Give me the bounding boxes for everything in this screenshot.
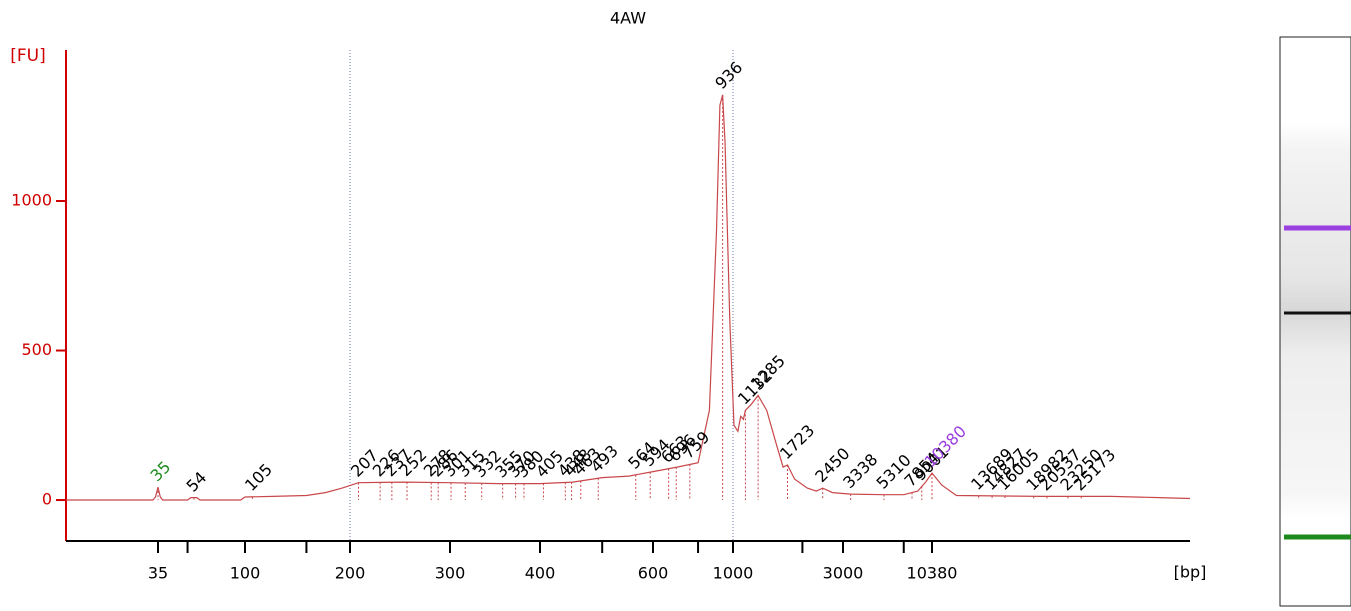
x-tick-label: 10380 — [907, 564, 958, 583]
trace — [66, 94, 1191, 501]
gel-lane — [1279, 36, 1351, 607]
peak-label: 105 — [241, 460, 276, 495]
peak-label: 54 — [183, 468, 211, 496]
y-tick-label: 1000 — [11, 191, 52, 210]
y-tick-label: 500 — [21, 340, 52, 359]
x-axis-label: [bp] — [1174, 563, 1207, 582]
x-tick-label: 200 — [335, 564, 366, 583]
peak-label: 10380 — [921, 422, 970, 471]
y-tick-label: 0 — [42, 490, 52, 509]
x-tick-label: 100 — [230, 564, 261, 583]
x-tick-label: 300 — [435, 564, 466, 583]
x-tick-label: 400 — [525, 564, 556, 583]
x-tick-label: 3000 — [823, 564, 864, 583]
chart-title: 4AW — [610, 9, 646, 28]
peak-label: 1723 — [776, 421, 818, 463]
gel-band — [1284, 534, 1351, 540]
gel-band — [1284, 225, 1351, 231]
peak-label: 35 — [147, 457, 175, 485]
gel-band — [1284, 311, 1351, 315]
x-tick-label: 1000 — [713, 564, 754, 583]
peak-label: 936 — [711, 58, 746, 93]
x-tick-label: 600 — [638, 564, 669, 583]
y-axis-label: [FU] — [10, 46, 46, 66]
x-tick-label: 35 — [148, 564, 168, 583]
